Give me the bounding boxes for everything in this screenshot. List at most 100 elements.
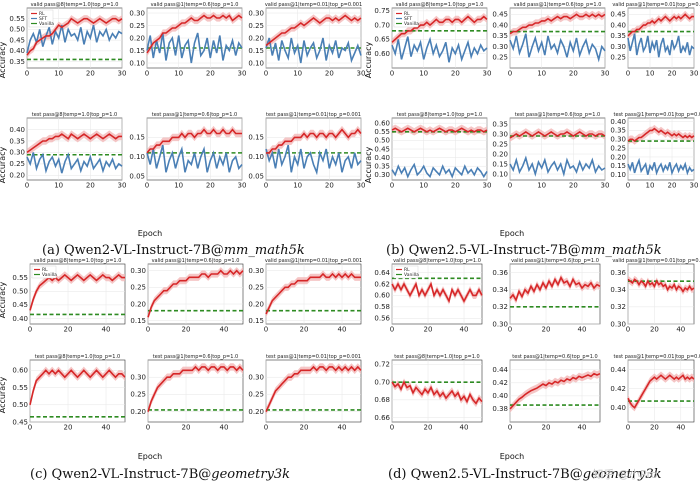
rl-confidence-band xyxy=(266,270,361,318)
rl-confidence-band xyxy=(30,366,125,409)
chart-title: valid pass@8|temp=1.0|top_p=1.0 xyxy=(396,2,484,8)
y-tick-label: 0.45 xyxy=(9,36,25,44)
x-tick-label: 40 xyxy=(220,326,229,334)
chart-11: 0.10 0.15 0.20 0.25 0.30 0.35 0 10 20 30 test pass… xyxy=(492,112,609,190)
plot-frame xyxy=(26,117,123,181)
y-tick-label: 0.20 xyxy=(130,408,146,416)
rl-line xyxy=(265,365,362,413)
y-tick-label: 0.30 xyxy=(492,130,508,138)
y-axis-label-c2: Accuracy xyxy=(0,376,7,413)
y-tick-label: 0.64 xyxy=(374,269,390,277)
caption-b: (b) Qwen2.5-VL-Instruct-7B@mm_math5k xyxy=(386,243,662,258)
rl-line xyxy=(265,14,362,47)
x-tick-label: 40 xyxy=(102,424,111,432)
x-tick-label: 20 xyxy=(668,182,677,190)
x-tick-label: 10 xyxy=(646,182,655,190)
y-tick-label: 0.10 xyxy=(129,153,145,161)
chart-title: test pass@8|temp=1.0|top_p=1.0 xyxy=(32,112,117,118)
chart-10: 0.300.350.400.450.500.550.60 0 10 20 30 test … xyxy=(374,112,491,190)
y-tick-label: 0.20 xyxy=(248,408,264,416)
x-tick-label: 30 xyxy=(357,182,366,190)
chart-title: valid pass@1|temp=0.6|top_p=1.0 xyxy=(511,258,599,264)
x-tick-label: 40 xyxy=(676,326,685,334)
x-tick-label: 30 xyxy=(483,182,492,190)
y-tick-label: 0.40 xyxy=(610,404,626,412)
x-tick-label: 0 xyxy=(508,326,512,334)
x-tick-label: 0 xyxy=(390,70,394,78)
y-tick-label: 0.44 xyxy=(492,366,508,374)
x-tick-label: 10 xyxy=(537,182,546,190)
chart-title: test pass@1|temp=0.6|top_p=1.0 xyxy=(512,354,597,360)
legend-label-sft: SFT xyxy=(404,16,412,22)
chart-21: 0.20 0.25 0.30 0 20 40 test pass@1|temp=0.01|t… xyxy=(248,354,362,432)
chart-18: 0.30 0.32 0.34 0.36 0 20 40 valid pass@1|temp=0… xyxy=(610,258,700,334)
chart-23: 0.38 0.40 0.42 0.44 0 20 40 test pass@1|temp=0.… xyxy=(492,354,601,432)
x-tick-label: 20 xyxy=(569,70,578,78)
y-tick-label: 0.55 xyxy=(9,15,25,23)
y-tick-label: 0.45 xyxy=(12,418,28,426)
legend-box xyxy=(28,9,54,28)
x-tick-label: 10 xyxy=(419,70,428,78)
y-tick-label: 0.55 xyxy=(12,274,28,282)
caption-d: (d) Qwen2.5-VL-Instruct-7B@geometry3k xyxy=(388,467,662,482)
x-tick-label: 10 xyxy=(174,70,183,78)
x-tick-label: 0 xyxy=(146,424,150,432)
x-axis-label-a: Epoch xyxy=(138,229,163,238)
x-tick-label: 0 xyxy=(145,70,149,78)
y-tick-label: 0.25 xyxy=(248,22,264,30)
y-tick-label: 0.30 xyxy=(130,374,146,382)
chart-title: test pass@1|temp=0.01|top_p=0.001 xyxy=(266,112,361,118)
y-tick-label: 0.20 xyxy=(248,34,264,42)
chart-6: 0.25 0.30 0.35 0.40 0.45 0 10 20 30 valid pass@1|… xyxy=(610,2,700,78)
x-tick-label: 40 xyxy=(676,424,685,432)
y-tick-label: 0.32 xyxy=(610,303,626,311)
y-tick-label: 0.60 xyxy=(12,367,28,375)
rl-confidence-band xyxy=(510,274,600,304)
x-tick-label: 30 xyxy=(483,70,492,78)
x-tick-label: 0 xyxy=(264,70,268,78)
chart-title: test pass@1|temp=0.01|top_p=0.001 xyxy=(614,112,700,118)
y-tick-label: 0.32 xyxy=(492,303,508,311)
sft-line xyxy=(265,144,362,176)
rl-confidence-band xyxy=(392,124,487,136)
sft-line xyxy=(391,36,488,63)
y-tick-label: 0.62 xyxy=(374,280,390,288)
x-tick-label: 0 xyxy=(626,424,630,432)
y-tick-label: 0.42 xyxy=(610,385,626,393)
x-tick-label: 40 xyxy=(338,424,347,432)
x-tick-label: 0 xyxy=(508,424,512,432)
x-tick-label: 40 xyxy=(220,424,229,432)
watermark: 知乎 @小Pro xyxy=(593,467,658,481)
x-tick-label: 40 xyxy=(578,424,587,432)
x-tick-label: 0 xyxy=(626,326,630,334)
y-tick-label: 0.30 xyxy=(130,267,146,275)
x-tick-label: 30 xyxy=(238,182,247,190)
y-tick-label: 0.45 xyxy=(374,145,390,153)
sft-line xyxy=(627,33,695,58)
chart-4: 0.60 0.65 0.70 0.75 0 10 20 30 valid pass@8|temp… xyxy=(374,2,491,78)
chart-5: 0.25 0.30 0.35 0.40 0.45 0 10 20 30 valid pass@1|… xyxy=(492,2,609,78)
chart-title: valid pass@8|temp=1.0|top_p=1.0 xyxy=(34,258,122,264)
y-tick-label: 0.30 xyxy=(610,136,626,144)
y-tick-label: 0.30 xyxy=(248,9,264,17)
sft-line xyxy=(509,155,606,178)
sft-line xyxy=(509,33,606,63)
sft-line xyxy=(26,24,123,54)
rl-line xyxy=(391,127,488,133)
rl-confidence-band xyxy=(510,10,605,38)
rl-line xyxy=(391,281,483,304)
rl-line xyxy=(627,278,695,293)
caption-c: (c) Qwen2-VL-Instruct-7B@geometry3k xyxy=(30,467,290,482)
legend-label-rl: RL xyxy=(42,267,48,273)
y-tick-label: 0.20 xyxy=(130,300,146,308)
x-tick-label: 10 xyxy=(174,182,183,190)
chart-title: test pass@8|temp=1.0|top_p=1.0 xyxy=(394,354,479,360)
chart-title: test pass@8|temp=1.0|top_p=1.0 xyxy=(397,112,482,118)
y-tick-label: 0.10 xyxy=(248,153,264,161)
legend-label-vanilla: Vanilla xyxy=(42,272,57,278)
legend-box xyxy=(393,9,419,28)
rl-line xyxy=(26,132,122,154)
x-tick-label: 10 xyxy=(293,182,302,190)
y-tick-label: 0.60 xyxy=(374,50,390,58)
